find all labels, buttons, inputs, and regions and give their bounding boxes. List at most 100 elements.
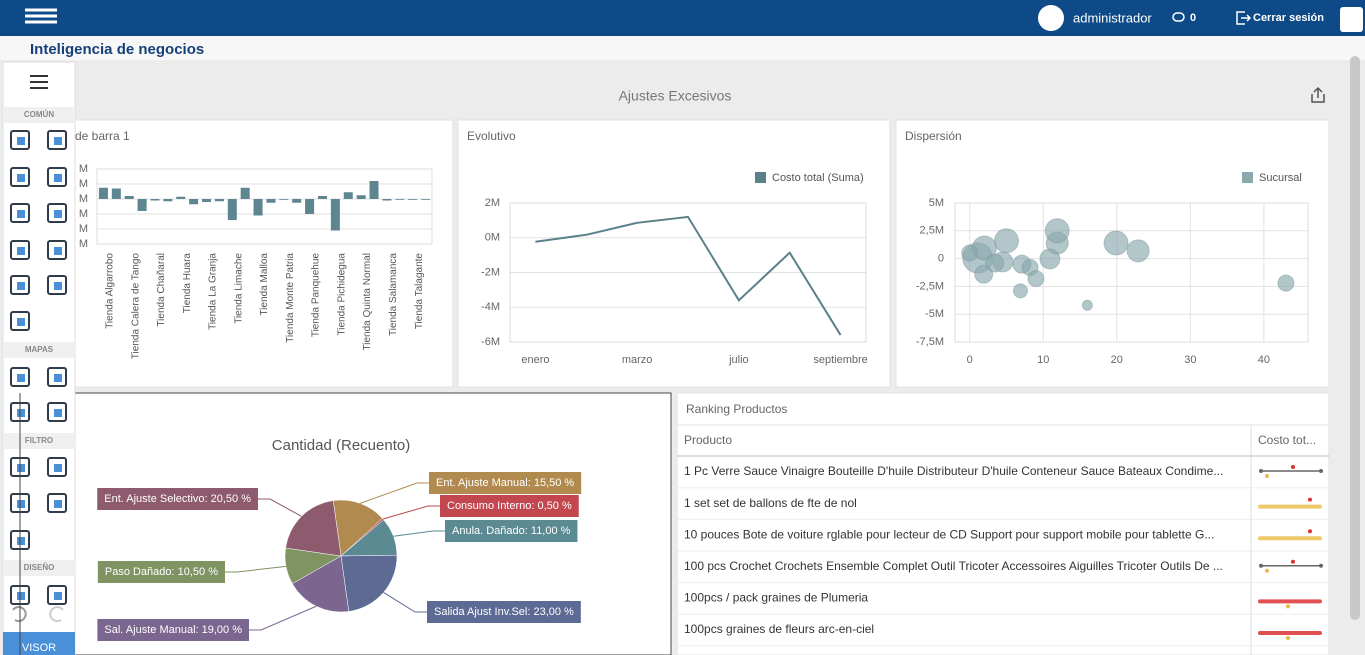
bar <box>369 181 379 199</box>
x-tick-label: Tienda Limache <box>233 253 244 324</box>
y-tick-label: 2,5M <box>920 225 944 237</box>
sidebar-menu[interactable] <box>30 87 48 89</box>
tool-icon-accent <box>17 247 25 255</box>
chart-title: Cantidad (Recuento) <box>272 437 410 454</box>
bullet-dot <box>1259 563 1263 568</box>
x-tick-label: 40 <box>1258 354 1270 366</box>
tool-icon[interactable] <box>47 457 67 477</box>
bar <box>240 187 250 199</box>
tool-icon[interactable] <box>47 493 67 513</box>
tool-icon[interactable] <box>10 167 30 187</box>
bullet-dot <box>1319 469 1323 473</box>
data-label: Salida Ajust Inv.Sel: 23,00 % <box>434 606 574 618</box>
y-tick-label: M <box>79 163 88 175</box>
bar <box>202 199 212 202</box>
viewer-label[interactable]: VISOR <box>22 642 56 654</box>
leader-line <box>249 605 317 631</box>
user-name[interactable]: administrador <box>1073 10 1152 25</box>
pie-slice <box>332 499 383 557</box>
tool-icon[interactable] <box>10 130 30 150</box>
viewer-button[interactable] <box>3 632 75 655</box>
pie-slice <box>285 500 342 557</box>
bullet-dot <box>1265 568 1269 573</box>
tool-icon[interactable] <box>10 311 30 331</box>
menu-icon[interactable] <box>25 14 57 18</box>
y-tick-label: -2,5M <box>916 280 944 292</box>
bar <box>98 187 108 199</box>
data-label: Sal. Ajuste Manual: 19,00 % <box>104 624 242 636</box>
tool-icon[interactable] <box>47 275 67 295</box>
x-tick-label: marzo <box>622 354 653 366</box>
y-tick-label: M <box>79 238 88 250</box>
column-header: Producto <box>684 433 732 447</box>
y-tick-label: -2M <box>481 266 500 278</box>
y-tick-label: -6M <box>481 336 500 348</box>
y-tick-label: M <box>79 193 88 205</box>
title-strip <box>0 36 1365 60</box>
x-tick-label: 20 <box>1111 354 1123 366</box>
section-bar <box>3 107 75 123</box>
sidebar-menu[interactable] <box>30 81 48 83</box>
data-label-box <box>97 488 258 510</box>
tool-icon[interactable] <box>47 240 67 260</box>
bubble <box>1081 299 1093 311</box>
x-tick-label: enero <box>521 354 549 366</box>
tool-icon[interactable] <box>47 167 67 187</box>
sidebar <box>2 61 76 655</box>
app-logo <box>1340 7 1363 32</box>
bullet <box>1258 504 1322 509</box>
tool-icon-accent <box>17 174 25 182</box>
y-tick-label: 5M <box>929 197 944 209</box>
logout[interactable]: Cerrar sesión <box>1253 12 1324 24</box>
product-name[interactable]: 100 pcs Crochet Crochets Ensemble Comple… <box>684 559 1223 573</box>
y-tick-label: -7,5M <box>916 336 944 348</box>
x-tick-label: Tienda Quinta Normal <box>362 253 373 350</box>
plot-frame <box>96 168 433 245</box>
plot-frame <box>954 202 1309 343</box>
tool-icon[interactable] <box>10 240 30 260</box>
bullet-dot <box>1286 604 1290 609</box>
bar <box>421 199 431 200</box>
y-tick-label: 2M <box>485 197 500 209</box>
tool-icon-accent <box>54 174 62 182</box>
tool-icon[interactable] <box>10 367 30 387</box>
tool-icon-accent <box>17 464 25 472</box>
x-tick-label: 0 <box>967 354 973 366</box>
undo[interactable] <box>12 606 27 623</box>
tool-icon[interactable] <box>47 402 67 422</box>
tool-icon-accent <box>54 282 62 290</box>
leader-line <box>225 565 287 573</box>
y-tick-label: 0M <box>485 232 500 244</box>
tool-icon[interactable] <box>47 585 67 605</box>
menu-icon[interactable] <box>25 8 57 12</box>
x-tick-label: Tienda Chañaral <box>156 253 167 327</box>
data-label: Ent. Ajuste Selectivo: 20,50 % <box>104 493 251 505</box>
legend-swatch <box>1242 172 1253 183</box>
data-label-box <box>429 472 582 494</box>
sidebar-menu[interactable] <box>30 75 48 77</box>
logout-icon <box>1236 11 1252 25</box>
x-tick-label: Tienda Calera de Tango <box>130 253 141 360</box>
tool-icon[interactable] <box>10 203 30 223</box>
data-label-box <box>445 520 578 542</box>
product-name[interactable]: 100pcs / pack graines de Plumeria <box>684 591 868 605</box>
product-name[interactable]: 1 Pc Verre Sauce Vinaigre Bouteille D'hu… <box>684 464 1223 478</box>
x-tick-label: Tienda Algarrobo <box>105 253 116 329</box>
tool-icon[interactable] <box>47 203 67 223</box>
bar <box>408 199 418 200</box>
product-name[interactable]: 1 set set de ballons de fte de nol <box>684 496 857 510</box>
card-title: Dispersión <box>905 129 962 143</box>
redo[interactable] <box>49 606 64 623</box>
tool-icon[interactable] <box>47 130 67 150</box>
x-tick-label: julio <box>728 354 749 366</box>
menu-icon[interactable] <box>25 20 57 24</box>
bubble <box>961 244 979 262</box>
product-name[interactable]: 10 pouces Bote de voiture rglable pour l… <box>684 527 1214 541</box>
bullet-dot <box>1319 563 1323 568</box>
share-icon[interactable] <box>1311 86 1325 103</box>
tool-icon[interactable] <box>47 367 67 387</box>
product-name[interactable]: 100pcs graines de fleurs arc-en-ciel <box>684 622 874 636</box>
tool-icon[interactable] <box>10 275 30 295</box>
bar <box>279 199 289 200</box>
